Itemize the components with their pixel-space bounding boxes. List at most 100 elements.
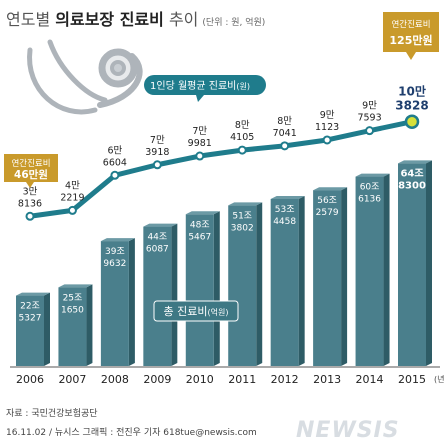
bar-top (143, 223, 178, 227)
line-point-2011 (237, 145, 247, 155)
line-series: 3만81364만22196만66047만39187만99818만41058만70… (18, 84, 429, 221)
line-point-2007 (67, 205, 77, 215)
bar-front (58, 287, 87, 366)
line-label-primary: 3만 (23, 186, 38, 197)
line-label-secondary: 3828 (395, 99, 428, 113)
x-axis: 2006 2007 2008 2009 2010 2011 2012 2013 2014 2015… (10, 366, 445, 386)
line-path (29, 119, 413, 219)
x-tick-label: 2013 (313, 373, 341, 386)
x-tick-label: 2012 (271, 373, 299, 386)
line-series-label: 1인당 월평균 진료비(원) (144, 75, 266, 102)
bar-front (100, 241, 129, 366)
bar-label-primary: 22조 (20, 302, 40, 312)
bar-side (426, 160, 432, 366)
bar-front (143, 226, 172, 366)
bar-side (44, 292, 50, 366)
bar-2007: 25조 1650 (58, 284, 93, 366)
bar-series-label: 총 진료비(억원) (153, 300, 239, 322)
line-label-primary: 9만 (320, 110, 335, 121)
bar-label-primary: 64조 (400, 167, 423, 179)
bar-side (256, 202, 263, 366)
bar-label-secondary: 5327 (19, 314, 42, 324)
bar-front (185, 214, 214, 366)
line-label-primary: 8만 (235, 120, 250, 131)
line-label-primary: 8만 (277, 116, 292, 127)
line-label-primary: 10만 (398, 84, 426, 99)
line-point-2015 (404, 114, 420, 129)
bar-front (313, 190, 342, 366)
bar-top (270, 195, 305, 199)
credit-note: 16.11.02 / 뉴시스 그래픽 : 전진우 기자 618tue@newsi… (6, 428, 257, 438)
bar-label-secondary: 4458 (273, 217, 296, 227)
x-tick-label: 2014 (356, 373, 384, 386)
x-tick-label: 2007 (58, 373, 86, 386)
callout-2006-line1: 연간진료비 (11, 158, 50, 169)
bar-top (355, 173, 390, 177)
bar-2012: 53조 4458 (270, 195, 305, 366)
line-label-primary: 6만 (107, 145, 122, 156)
callout-annual-2015: 연간진료비 125만원 (383, 12, 439, 60)
bar-label-secondary: 1650 (61, 305, 84, 315)
callout-2015-line1: 연간진료비 (391, 19, 430, 30)
bar-label-secondary: 5467 (188, 232, 211, 242)
bar-side (341, 187, 348, 366)
bar-side (213, 211, 220, 366)
bar-front (398, 163, 426, 366)
bar-top (313, 187, 348, 191)
page-title: 연도별 의료보장 진료비 추이 (단위 : 원, 억원) (6, 10, 266, 29)
x-tick-label: 2006 (16, 373, 44, 386)
bar-top (228, 202, 263, 206)
x-tick-label: 2009 (143, 373, 171, 386)
line-point-2009 (152, 160, 162, 170)
x-tick-label: 2015 (398, 373, 426, 386)
bar-side (383, 173, 390, 366)
bar-front (355, 176, 384, 366)
bar-label-secondary: 8300 (398, 180, 426, 191)
x-tick-label: 2008 (101, 373, 129, 386)
bar-2010: 48조 5467 (185, 211, 220, 366)
bar-front (270, 198, 299, 366)
bar-label-primary: 44조 (147, 233, 167, 243)
bar-2009: 44조 6087 (143, 223, 178, 366)
unit-note: (단위 : 원, 억원) (202, 18, 266, 28)
line-label-secondary: 1123 (315, 122, 339, 133)
bar-side (298, 195, 305, 366)
line-label-secondary: 8136 (18, 198, 42, 209)
bar-2006: 22조 5327 (16, 292, 50, 366)
line-label-text: 1인당 월평균 진료비 (150, 80, 236, 92)
line-label-primary: 9만 (362, 101, 377, 112)
line-point-2014 (365, 126, 375, 136)
bar-front (16, 295, 44, 366)
bar-label-secondary: 2579 (316, 208, 339, 218)
line-label-secondary: 2219 (60, 192, 84, 203)
year-unit: (년) (434, 374, 445, 384)
bar-label-secondary: 9632 (103, 259, 126, 269)
line-point-2006 (25, 211, 35, 221)
bar-2008: 39조 9632 (100, 238, 135, 366)
line-point-2008 (110, 170, 120, 180)
line-label-secondary: 9981 (188, 138, 212, 149)
bar-label-secondary: 6136 (358, 195, 381, 205)
line-label-secondary: 3918 (145, 147, 169, 158)
line-point-2010 (195, 151, 205, 161)
newsis-logo: NEWSIS (296, 418, 400, 443)
line-label-unit: (원) (236, 82, 250, 91)
bar-2013: 56조 2579 (313, 187, 348, 366)
line-label-primary: 4만 (65, 180, 80, 191)
line-label-secondary: 7593 (357, 113, 381, 124)
bar-top (58, 284, 93, 288)
line-point-2012 (280, 141, 290, 151)
bar-label-primary: 39조 (105, 247, 125, 257)
line-label-secondary: 6604 (103, 157, 127, 168)
bar-top (100, 238, 135, 242)
callout-2015-line2: 125만원 (389, 33, 432, 47)
svg-text:1인당 월평균 진료비(원): 1인당 월평균 진료비(원) (150, 80, 250, 92)
source-note: 자료 : 국민건강보험공단 (6, 409, 98, 419)
stethoscope-icon (27, 39, 143, 115)
line-label-secondary: 4105 (230, 132, 254, 143)
line-label-secondary: 7041 (273, 128, 297, 139)
line-label-primary: 7만 (192, 126, 207, 137)
x-tick-label: 2011 (228, 373, 256, 386)
svg-text:총 진료비(억원): 총 진료비(억원) (164, 305, 229, 318)
